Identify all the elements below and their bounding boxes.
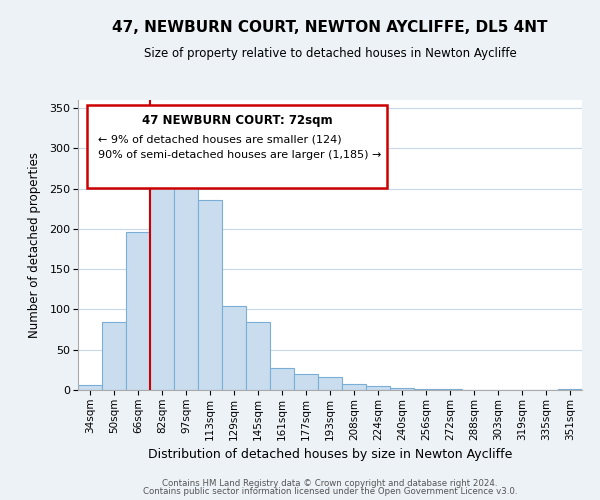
Bar	[78, 385, 102, 390]
Bar	[174, 176, 198, 390]
Text: 90% of semi-detached houses are larger (1,185) →: 90% of semi-detached houses are larger (…	[98, 150, 381, 160]
Bar	[390, 388, 414, 390]
Bar	[294, 374, 318, 390]
Text: 47 NEWBURN COURT: 72sqm: 47 NEWBURN COURT: 72sqm	[142, 114, 332, 127]
Text: Contains public sector information licensed under the Open Government Licence v3: Contains public sector information licen…	[143, 487, 517, 496]
Text: Size of property relative to detached houses in Newton Aycliffe: Size of property relative to detached ho…	[143, 48, 517, 60]
Y-axis label: Number of detached properties: Number of detached properties	[28, 152, 41, 338]
Bar	[222, 306, 246, 390]
Text: ← 9% of detached houses are smaller (124): ← 9% of detached houses are smaller (124…	[98, 134, 341, 144]
Bar	[102, 322, 126, 390]
Bar	[270, 368, 294, 390]
Bar	[318, 377, 342, 390]
Text: 47, NEWBURN COURT, NEWTON AYCLIFFE, DL5 4NT: 47, NEWBURN COURT, NEWTON AYCLIFFE, DL5 …	[112, 20, 548, 35]
Bar	[366, 386, 390, 390]
Bar	[126, 232, 150, 390]
Bar	[414, 389, 438, 390]
Bar	[438, 389, 462, 390]
X-axis label: Distribution of detached houses by size in Newton Aycliffe: Distribution of detached houses by size …	[148, 448, 512, 461]
Bar	[198, 200, 222, 390]
Bar	[558, 389, 582, 390]
Text: Contains HM Land Registry data © Crown copyright and database right 2024.: Contains HM Land Registry data © Crown c…	[162, 478, 498, 488]
Bar	[150, 168, 174, 390]
Bar	[246, 322, 270, 390]
Bar	[342, 384, 366, 390]
